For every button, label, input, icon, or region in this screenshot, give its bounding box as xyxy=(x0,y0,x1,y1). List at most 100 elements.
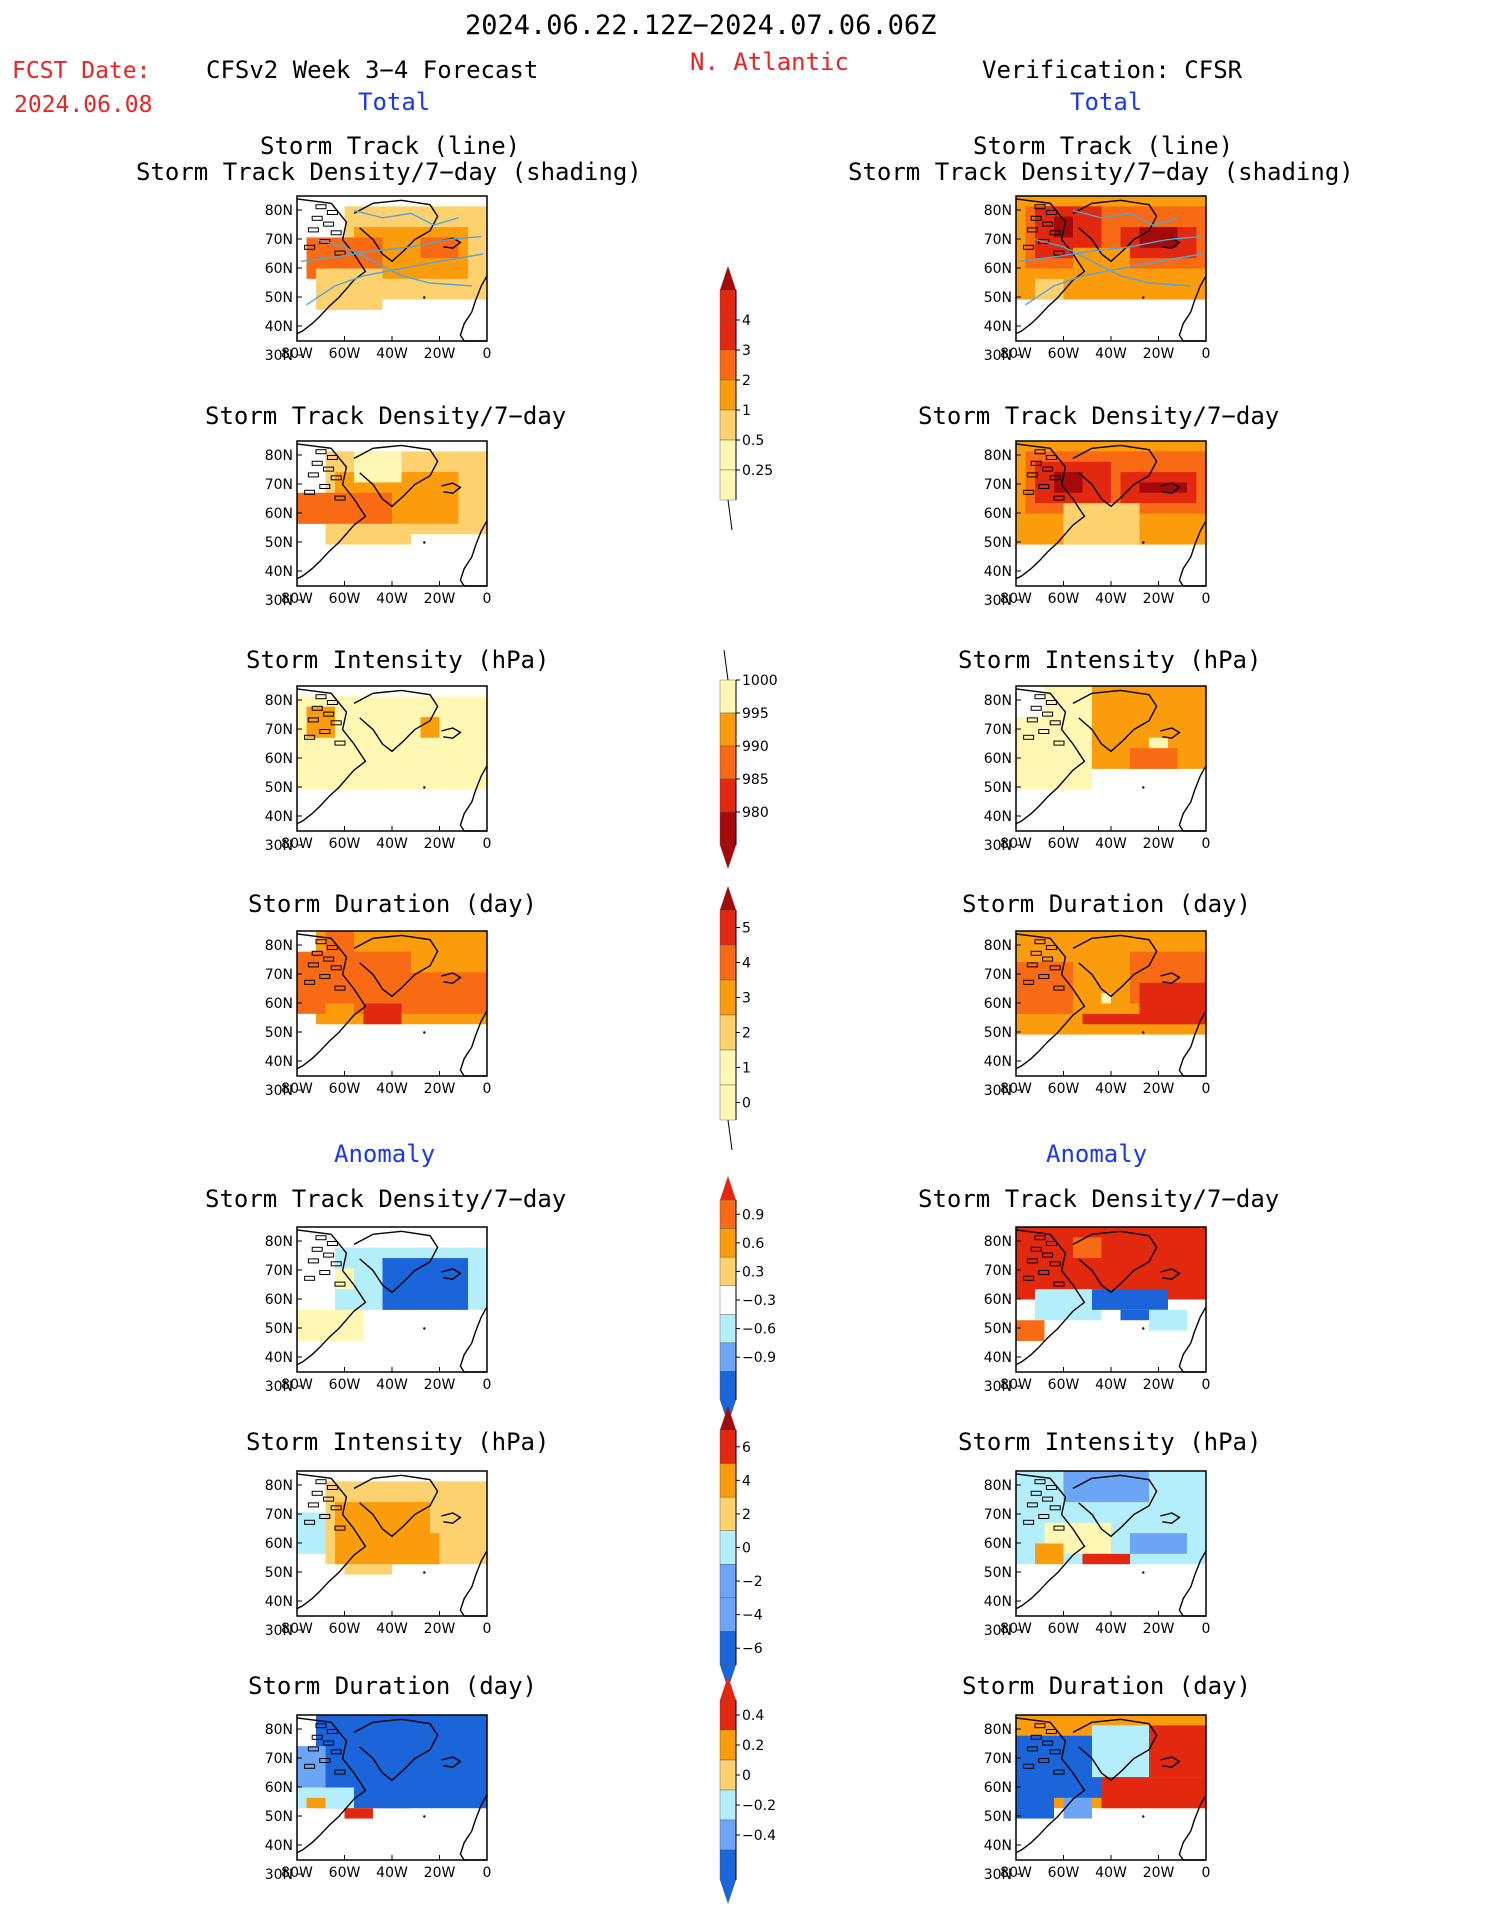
lon-tick-label: 0 xyxy=(483,591,492,607)
island-outline xyxy=(304,734,316,740)
colorbar-tick-label: −0.4 xyxy=(742,1828,776,1844)
shade-cell xyxy=(1149,1309,1187,1331)
island-outline xyxy=(326,1241,338,1246)
colorbar-tick-label: 0 xyxy=(742,1768,751,1784)
island-outline xyxy=(1030,460,1042,466)
lat-tick-label: 30N xyxy=(984,593,1012,609)
panel-title-fc-density: Storm Track Density/7−day xyxy=(205,402,567,430)
africa-coastline xyxy=(459,275,488,342)
island-outline xyxy=(315,694,327,700)
colorbar-tick-label: 985 xyxy=(742,772,769,788)
island-outline xyxy=(1026,1746,1038,1752)
lon-tick-label: 80W xyxy=(281,836,313,852)
lon-tick-label: 40W xyxy=(376,836,408,852)
lat-tick-label: 70N xyxy=(984,1507,1012,1523)
island-outline xyxy=(323,956,335,962)
lon-tick-label: 80W xyxy=(281,1865,313,1881)
lon-tick-label: 60W xyxy=(1048,1621,1080,1637)
island-outline xyxy=(1030,215,1042,221)
iceland-coastline xyxy=(1160,1756,1181,1768)
lon-tick-label: 20W xyxy=(1143,1865,1175,1881)
colorbar-segment xyxy=(719,1314,737,1344)
shade-cell xyxy=(382,1258,468,1310)
shade-cell xyxy=(316,268,383,310)
colorbar-tick-label: 0.6 xyxy=(742,1236,764,1252)
lon-tick-label: 40W xyxy=(376,591,408,607)
island-dot xyxy=(1142,541,1145,544)
lat-tick-label: 70N xyxy=(265,477,293,493)
island-outline xyxy=(1049,230,1061,236)
island-outline xyxy=(315,1235,327,1241)
lon-tick-label: 60W xyxy=(329,1081,361,1097)
island-dot xyxy=(423,786,426,789)
island-outline xyxy=(330,965,342,971)
lon-tick-label: 0 xyxy=(483,346,492,362)
lat-tick-label: 40N xyxy=(265,564,293,580)
colorbar-segment xyxy=(719,349,737,381)
island-outline xyxy=(1030,950,1042,956)
canada-coastline xyxy=(296,688,367,825)
lat-tick-label: 50N xyxy=(265,1025,293,1041)
iceland-coastline xyxy=(441,1756,462,1768)
colorbar-top-triangle xyxy=(720,266,736,290)
colorbar-segment xyxy=(719,1014,737,1051)
lat-tick-label: 30N xyxy=(265,838,293,854)
lat-tick-label: 30N xyxy=(984,348,1012,364)
island-outline xyxy=(334,1281,346,1287)
lat-tick-label: 80N xyxy=(984,1722,1012,1738)
island-outline xyxy=(1038,239,1050,244)
lat-tick-label: 40N xyxy=(984,809,1012,825)
island-outline xyxy=(1045,455,1057,460)
canada-coastline xyxy=(296,443,367,580)
lon-tick-label: 40W xyxy=(1095,1865,1127,1881)
island-outline xyxy=(1045,945,1057,950)
panel-title-vf-duration: Storm Duration (day) xyxy=(962,890,1251,918)
greenland-coastline xyxy=(353,1718,439,1782)
island-outline xyxy=(326,945,338,950)
lat-tick-label: 60N xyxy=(265,751,293,767)
lon-tick-label: 0 xyxy=(1202,1081,1211,1097)
greenland-coastline xyxy=(353,199,439,263)
island-outline xyxy=(1034,1479,1046,1485)
colorbar-tick-label: −0.3 xyxy=(742,1293,776,1309)
shade-cell xyxy=(344,1564,392,1575)
lat-tick-label: 80N xyxy=(265,1722,293,1738)
colorbar-segment xyxy=(719,1631,737,1666)
island-outline xyxy=(311,215,323,221)
lon-tick-label: 20W xyxy=(1143,1621,1175,1637)
lon-tick-label: 80W xyxy=(1000,346,1032,362)
lat-tick-label: 30N xyxy=(265,1083,293,1099)
lon-tick-label: 40W xyxy=(1095,836,1127,852)
colorbar-tick-label: 2 xyxy=(742,1026,751,1042)
shade-cell xyxy=(306,1797,326,1809)
island-outline xyxy=(1042,1252,1054,1258)
colorbar-tick-label: −0.2 xyxy=(742,1798,776,1814)
colorbar-tick-label: 2 xyxy=(742,373,751,389)
island-outline xyxy=(1023,489,1035,495)
island-outline xyxy=(1034,1723,1046,1729)
island-outline xyxy=(1023,244,1035,250)
lon-tick-label: 40W xyxy=(1095,346,1127,362)
island-outline xyxy=(323,1740,335,1746)
shade-cell xyxy=(1149,737,1168,749)
shade-cell xyxy=(373,1777,411,1809)
greenland-coastline xyxy=(1072,1718,1158,1782)
shade-cell xyxy=(1016,1320,1045,1341)
colorbar-bottom-triangle xyxy=(720,1880,736,1904)
lat-tick-label: 60N xyxy=(265,261,293,277)
colorbar-tick-label: 0 xyxy=(742,1096,751,1112)
canada-coastline xyxy=(296,1717,367,1854)
island-outline xyxy=(323,466,335,472)
shade-cell xyxy=(1054,216,1073,238)
lat-tick-label: 50N xyxy=(265,780,293,796)
forecast-title: CFSv2 Week 3−4 Forecast xyxy=(206,56,539,84)
island-outline xyxy=(1045,1241,1057,1246)
lat-tick-label: 50N xyxy=(984,1565,1012,1581)
colorbar-tick-label: 4 xyxy=(742,1473,751,1489)
shade-cell xyxy=(1016,1735,1102,1798)
lon-tick-label: 0 xyxy=(1202,1621,1211,1637)
